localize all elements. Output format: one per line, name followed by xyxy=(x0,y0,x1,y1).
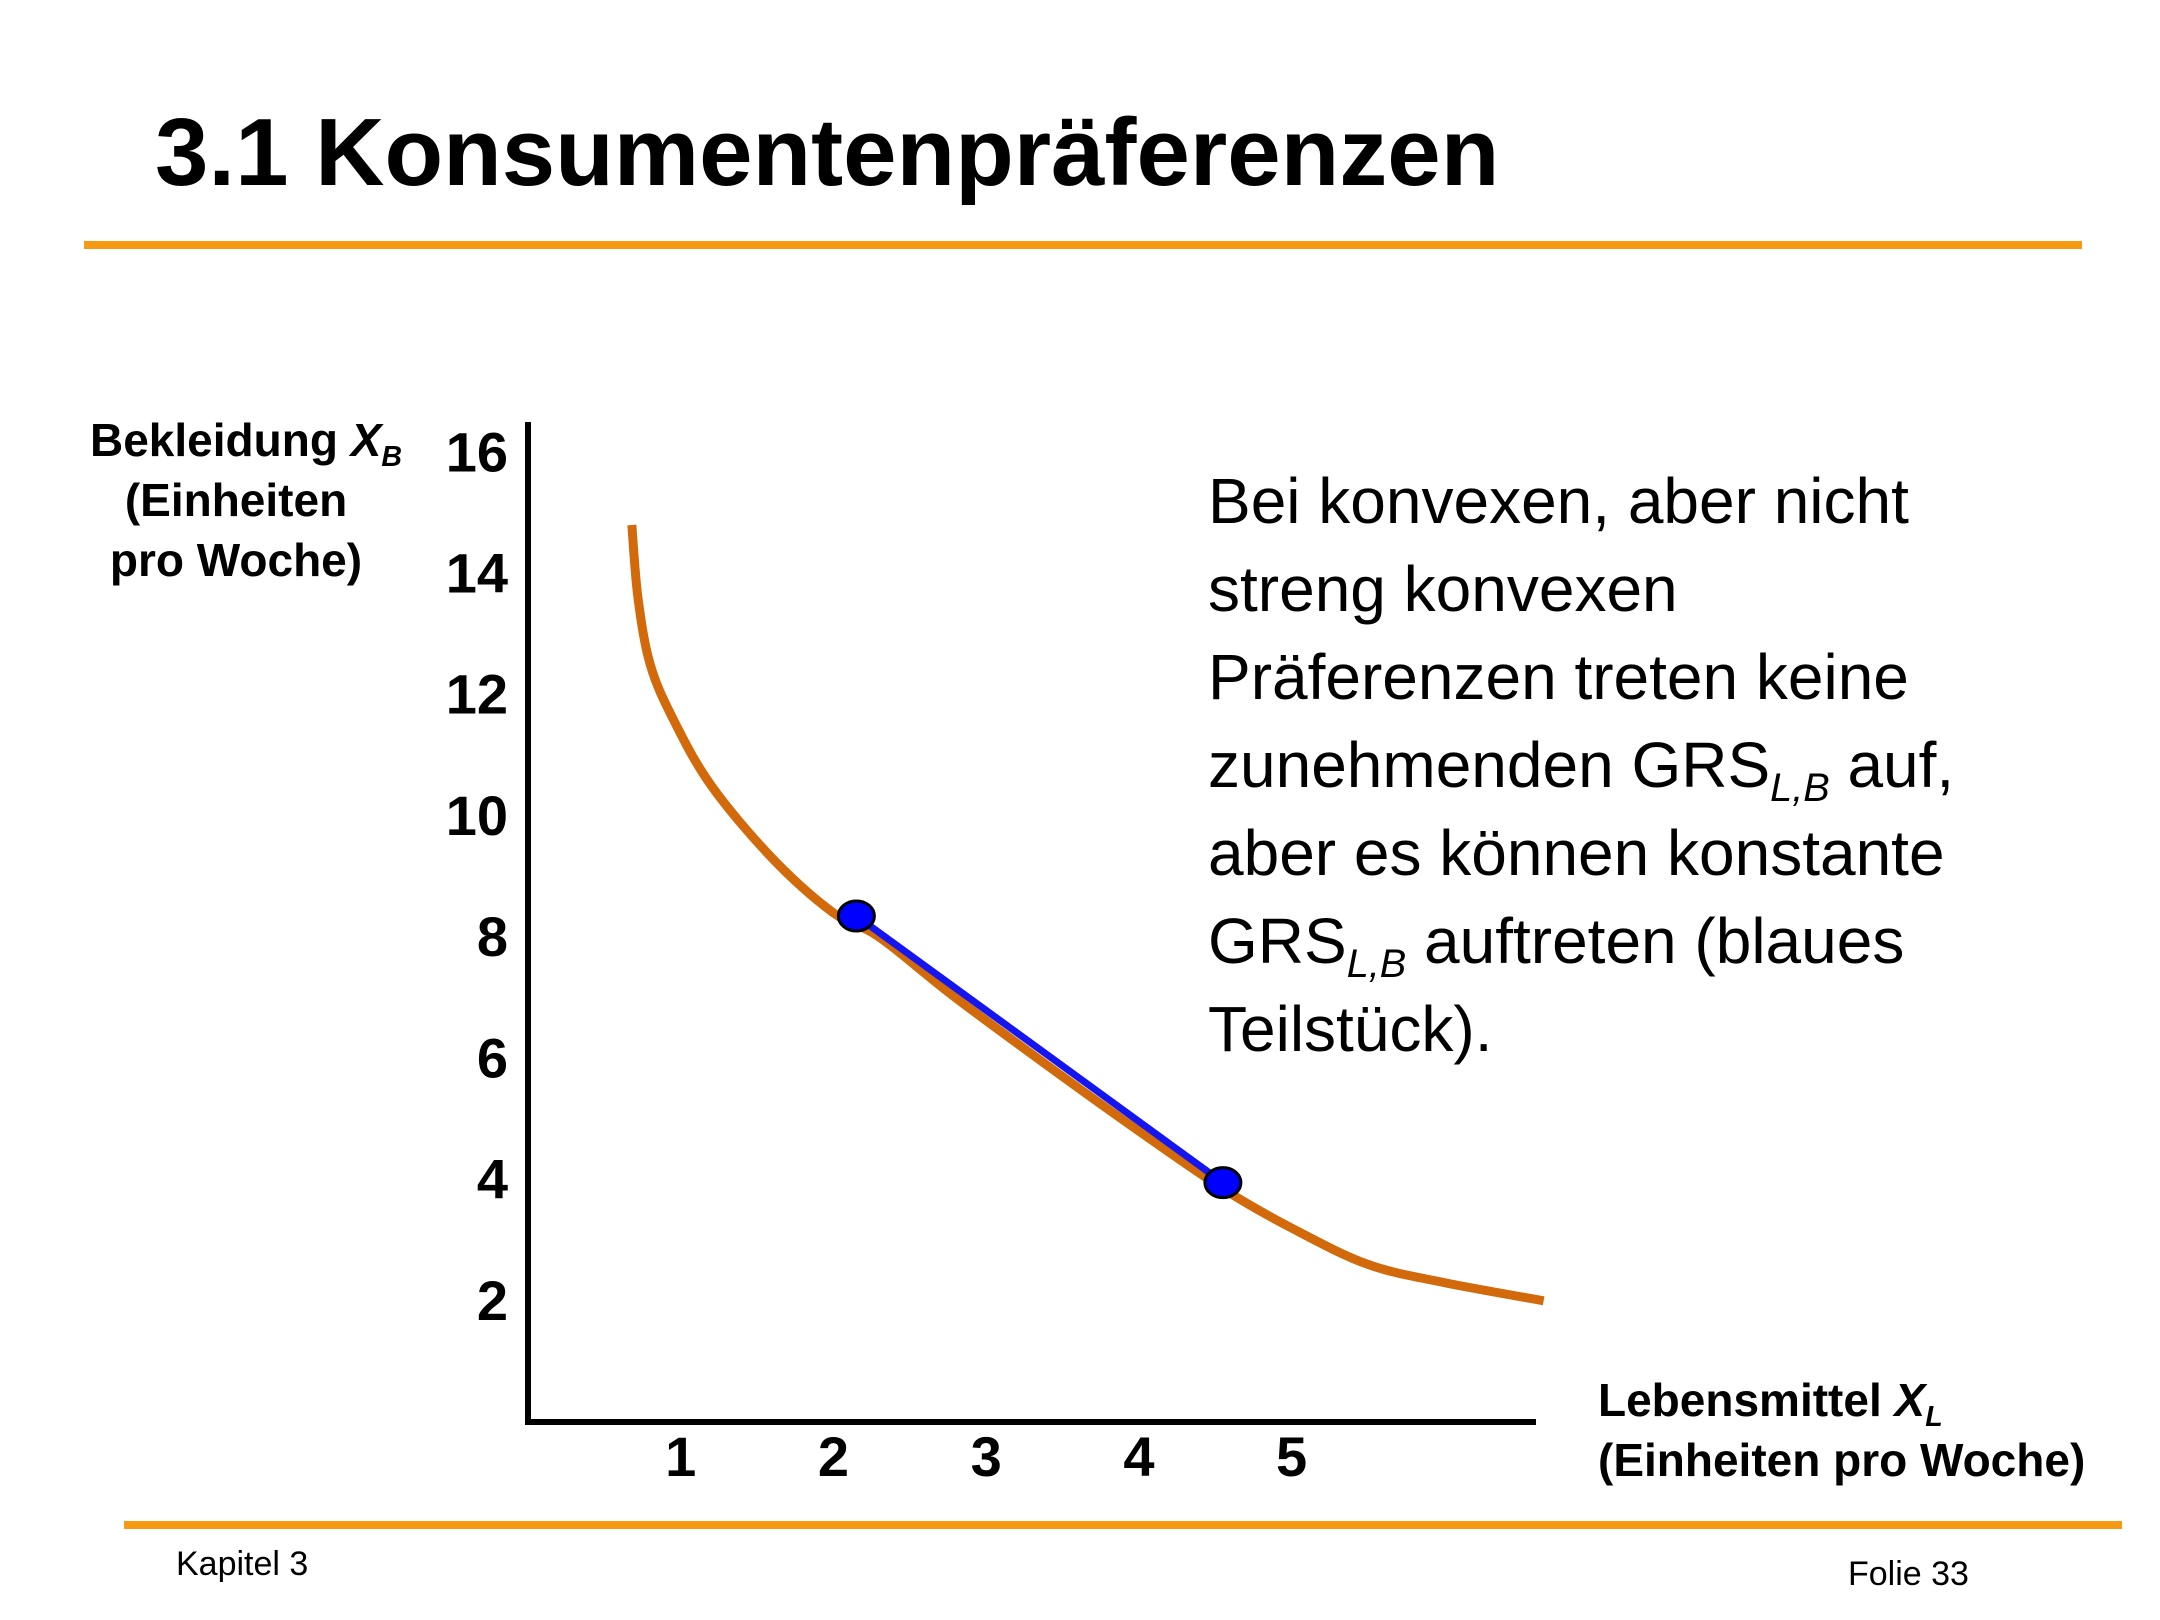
data-points xyxy=(836,899,1243,1200)
y-tick-label: 14 xyxy=(446,542,508,605)
x-tick-label: 1 xyxy=(665,1425,696,1488)
x-axis-label: Lebensmittel XL (Einheiten pro Woche) xyxy=(1598,1370,2085,1490)
y-tick-label: 2 xyxy=(477,1269,508,1332)
title-rule xyxy=(84,241,2082,249)
series-lines xyxy=(627,524,1545,1306)
y-tick-label: 10 xyxy=(446,784,508,847)
y-tick-label: 16 xyxy=(446,420,508,483)
footer-chapter: Kapitel 3 xyxy=(176,1545,309,1583)
x-tick-label: 4 xyxy=(1123,1425,1154,1488)
axes xyxy=(525,422,1536,1425)
slide-title: 3.1 Konsumentenpräferenzen xyxy=(155,99,1500,206)
x-tick-labels: 1 2 3 4 5 xyxy=(665,1425,1307,1488)
y-axis-label: Bekleidung XB (Einheiten pro Woche) xyxy=(60,410,412,590)
linear-segment xyxy=(854,913,1225,1186)
x-axis-unit: (Einheiten pro Woche) xyxy=(1598,1434,2086,1486)
indifference-curve xyxy=(627,524,1545,1306)
y-tick-label: 6 xyxy=(477,1026,508,1089)
x-tick-label: 2 xyxy=(818,1425,849,1488)
y-tick-labels: 2 4 6 8 10 12 14 16 xyxy=(446,420,508,1331)
x-tick-label: 5 xyxy=(1276,1425,1307,1488)
data-point xyxy=(1203,1166,1243,1200)
y-axis-unit-1: (Einheiten xyxy=(124,474,348,526)
footer-rule xyxy=(124,1521,2122,1529)
x-tick-label: 3 xyxy=(971,1425,1002,1488)
y-tick-label: 8 xyxy=(477,905,508,968)
footer-slide-number: Folie 33 xyxy=(1848,1555,1969,1593)
y-tick-label: 4 xyxy=(477,1148,508,1211)
y-axis-unit-2: pro Woche) xyxy=(109,534,363,586)
data-point xyxy=(836,899,876,933)
annotation-text: Bei konvexen, aber nicht streng konvexen… xyxy=(1208,465,1955,1065)
y-tick-label: 12 xyxy=(446,663,508,726)
